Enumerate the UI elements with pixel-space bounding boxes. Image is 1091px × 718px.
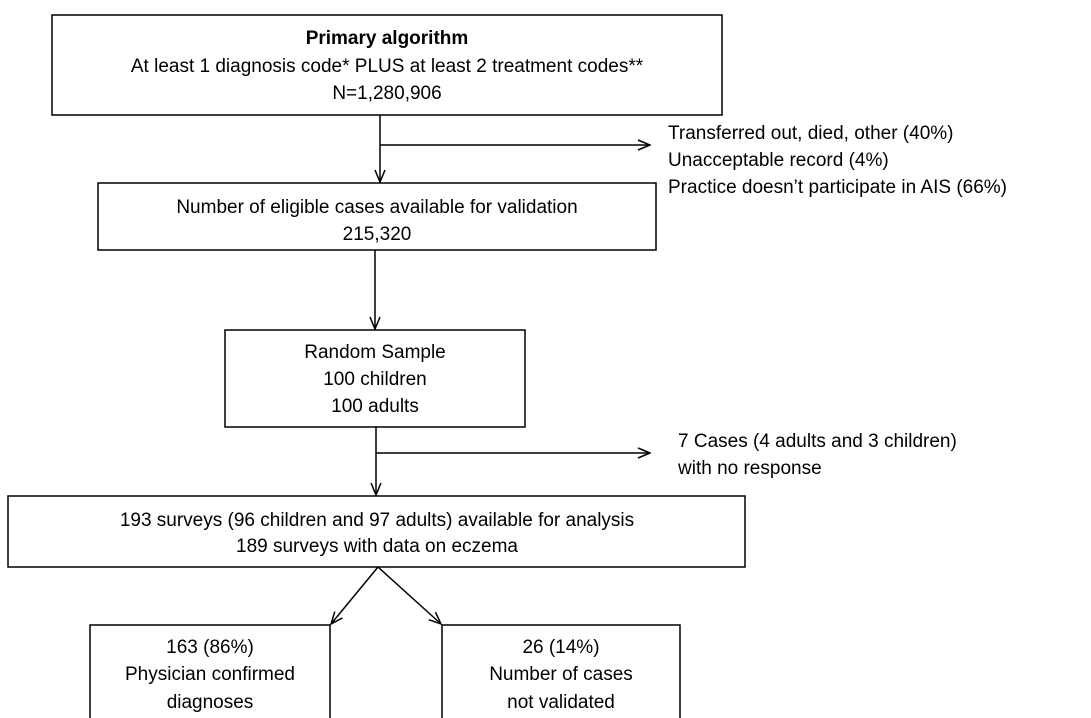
box-text: 189 surveys with data on eczema <box>236 536 518 557</box>
box-text: 100 adults <box>331 396 419 417</box>
box-text: Random Sample <box>304 342 446 363</box>
box-text: diagnoses <box>167 692 254 713</box>
exclusion-text: Practice doesn’t participate in AIS (66%… <box>668 177 1007 198</box>
box <box>224 329 526 428</box>
box <box>7 495 746 568</box>
box-title: Primary algorithm <box>306 28 469 49</box>
box-text: Number of eligible cases available for v… <box>176 197 577 218</box>
box-text: N=1,280,906 <box>332 83 441 104</box>
box-text: 215,320 <box>343 224 412 245</box>
box-text: At least 1 diagnosis code* PLUS at least… <box>131 56 644 77</box>
box-text: Physician confirmed <box>125 664 295 685</box>
box-text: Number of cases <box>489 664 633 685</box>
box <box>51 14 723 116</box>
exclusion-text: Transferred out, died, other (40%) <box>668 123 954 144</box>
exclusion-text: Unacceptable record (4%) <box>668 150 889 171</box>
box <box>97 182 657 251</box>
box-text: not validated <box>507 692 615 713</box>
box-text: 100 children <box>323 369 427 390</box>
arrow <box>377 566 441 624</box>
arrow <box>331 566 379 624</box>
box-text: 163 (86%) <box>166 637 254 658</box>
exclusion-text: 7 Cases (4 adults and 3 children) <box>678 431 957 452</box>
box-text: 193 surveys (96 children and 97 adults) … <box>120 510 634 531</box>
box <box>89 624 331 718</box>
box-text: 26 (14%) <box>522 637 599 658</box>
box <box>441 624 681 718</box>
exclusion-text: with no response <box>677 458 822 479</box>
